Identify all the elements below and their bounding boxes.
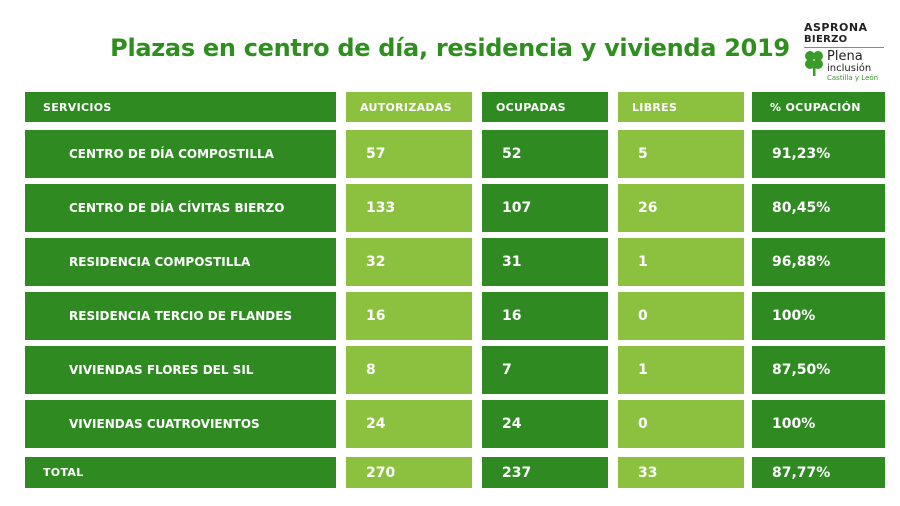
row-occupied-value: 31 [482,238,608,286]
row-occupancy-value: 87,50% [752,346,885,394]
row-service-name: CENTRO DE DÍA COMPOSTILLA [25,130,336,178]
row-service-name: VIVIENDAS CUATROVIENTOS [25,400,336,448]
row-occupied-value: 7 [482,346,608,394]
row-free-value: 5 [618,130,744,178]
header-free: LIBRES [618,92,744,122]
row-service-name: RESIDENCIA TERCIO DE FLANDES [25,292,336,340]
total-free-value: 33 [618,457,744,488]
row-service-name: CENTRO DE DÍA CÍVITAS BIERZO [25,184,336,232]
header-occupancy: % OCUPACIÓN [752,92,885,122]
logo-word-inclusion: inclusión [827,63,872,74]
logo-line-bierzo: BIERZO [804,34,848,45]
row-occupied-value: 16 [482,292,608,340]
row-service-name: RESIDENCIA COMPOSTILLA [25,238,336,286]
page-title: Plazas en centro de día, residencia y vi… [110,34,790,62]
row-occupied-value: 52 [482,130,608,178]
row-occupancy-value: 96,88% [752,238,885,286]
row-occupancy-value: 100% [752,292,885,340]
logo-word-region: Castilla y León [827,74,879,82]
row-free-value: 1 [618,346,744,394]
row-authorized-value: 24 [346,400,472,448]
row-authorized-value: 133 [346,184,472,232]
logo-mark: Plena inclusión Castilla y León [804,50,884,83]
clover-icon [805,51,823,76]
logo-line-asprona: ASPRONA [804,21,868,34]
total-occupancy-value: 87,77% [752,457,885,488]
header-authorized: AUTORIZADAS [346,92,472,122]
row-occupied-value: 107 [482,184,608,232]
row-authorized-value: 16 [346,292,472,340]
row-free-value: 26 [618,184,744,232]
row-occupancy-value: 91,23% [752,130,885,178]
row-free-value: 1 [618,238,744,286]
total-occupied-value: 237 [482,457,608,488]
logo-divider [804,47,884,48]
row-occupancy-value: 100% [752,400,885,448]
logo: ASPRONA BIERZO Plena inclusión Castilla … [804,22,884,83]
total-label: TOTAL [25,457,336,488]
row-occupancy-value: 80,45% [752,184,885,232]
header-services: SERVICIOS [25,92,336,122]
header-occupied: OCUPADAS [482,92,608,122]
row-occupied-value: 24 [482,400,608,448]
row-authorized-value: 8 [346,346,472,394]
row-authorized-value: 32 [346,238,472,286]
total-authorized-value: 270 [346,457,472,488]
row-free-value: 0 [618,292,744,340]
logo-word-plena: Plena [827,49,863,64]
row-authorized-value: 57 [346,130,472,178]
row-free-value: 0 [618,400,744,448]
row-service-name: VIVIENDAS FLORES DEL SIL [25,346,336,394]
